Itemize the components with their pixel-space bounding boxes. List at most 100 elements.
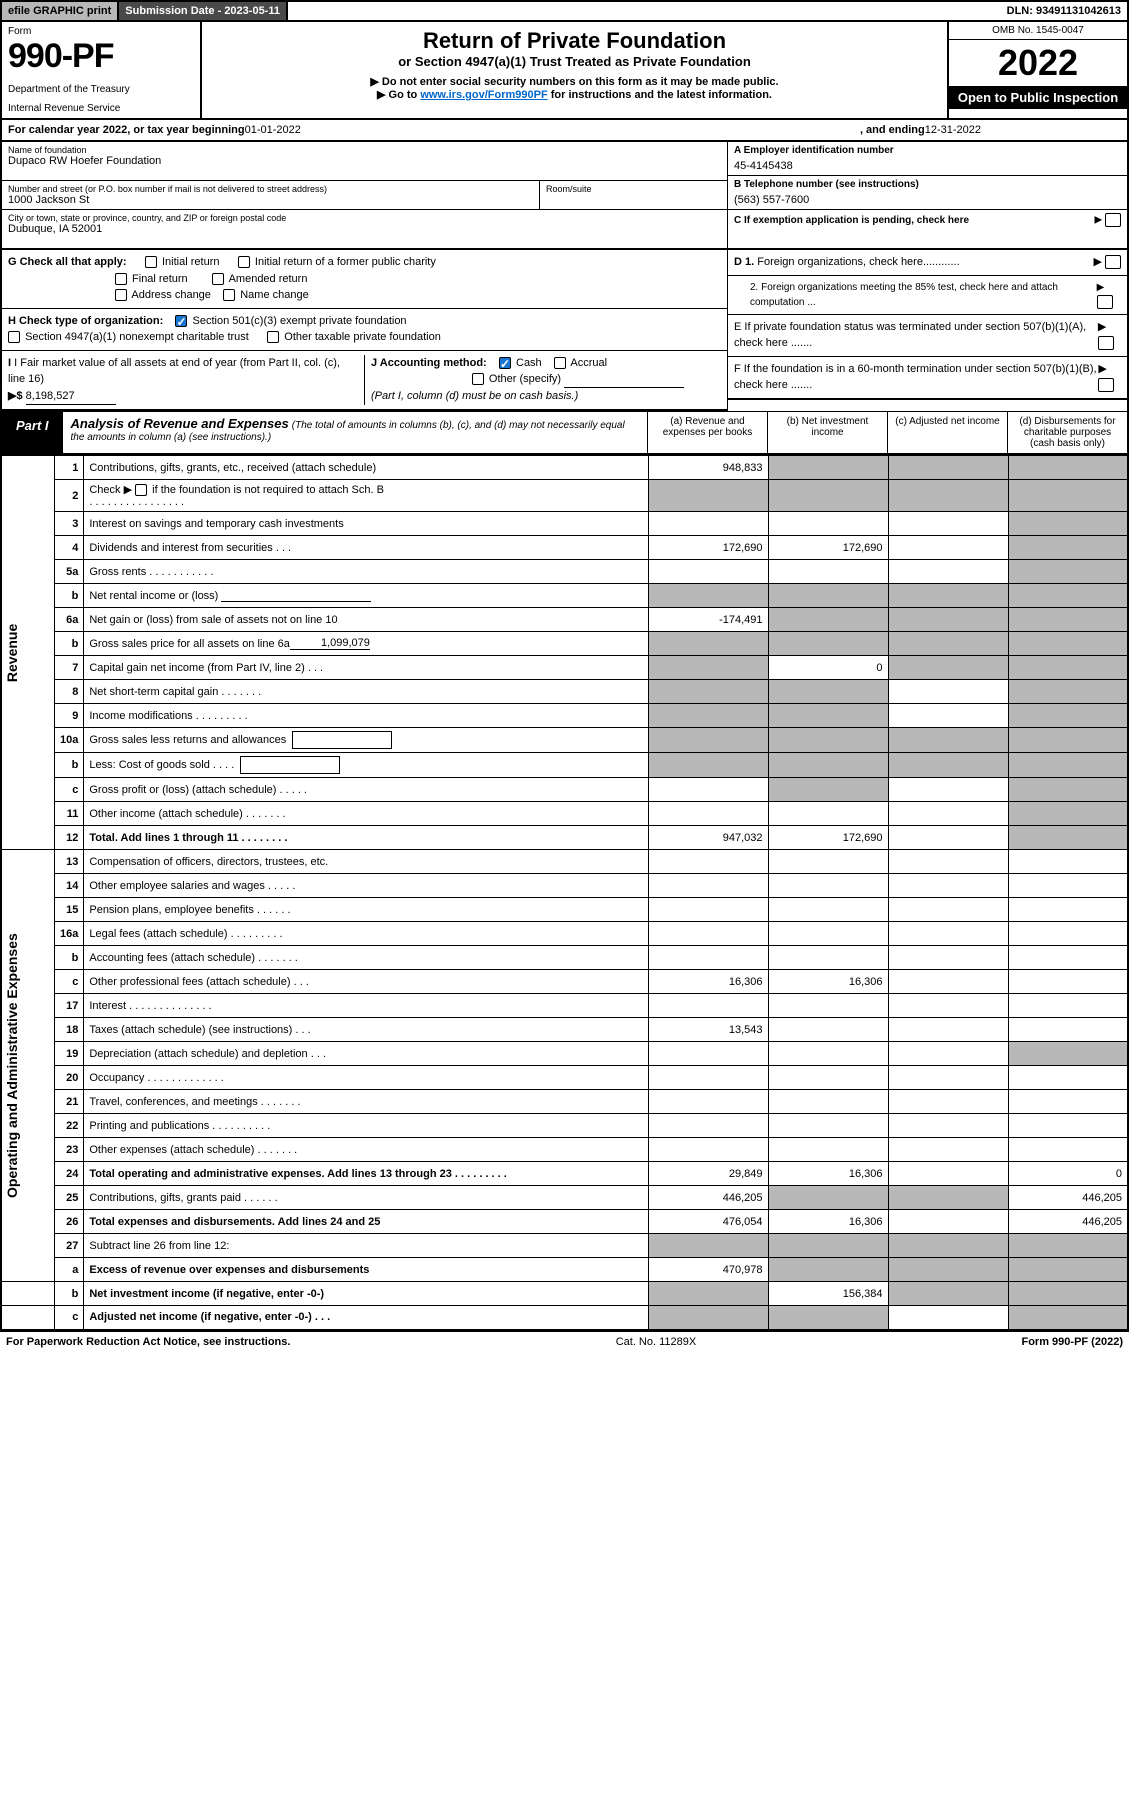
r26-desc: Total expenses and disbursements. Add li…	[84, 1210, 648, 1234]
r11-b	[768, 802, 888, 826]
d2-checkbox[interactable]	[1097, 295, 1113, 309]
j-cash-checkbox[interactable]	[499, 357, 511, 369]
g-final-checkbox[interactable]	[115, 273, 127, 285]
r6b-val: 1,099,079	[290, 637, 370, 650]
r7-d	[1008, 656, 1128, 680]
r10a-d	[1008, 728, 1128, 753]
r13-b	[768, 850, 888, 874]
g-name-checkbox[interactable]	[223, 289, 235, 301]
r27a-c	[888, 1258, 1008, 1282]
h-501c3-checkbox[interactable]	[175, 315, 187, 327]
r27c-text: Adjusted net income (if negative, enter …	[89, 1311, 330, 1323]
j-other-checkbox[interactable]	[472, 373, 484, 385]
r27-b	[768, 1234, 888, 1258]
r27-d	[1008, 1234, 1128, 1258]
g-initial-former-checkbox[interactable]	[238, 256, 250, 268]
r10b-desc: Less: Cost of goods sold . . . .	[84, 753, 648, 778]
e-checkbox[interactable]	[1098, 336, 1114, 350]
footer-right: Form 990-PF (2022)	[1021, 1336, 1123, 1348]
tax-year: 2022	[949, 40, 1127, 86]
r2-c	[888, 480, 1008, 512]
f-label: F If the foundation is in a 60-month ter…	[734, 361, 1098, 394]
irs-link[interactable]: www.irs.gov/Form990PF	[420, 89, 547, 101]
r19-b	[768, 1042, 888, 1066]
r23-desc: Other expenses (attach schedule) . . . .…	[84, 1138, 648, 1162]
c-label: C If exemption application is pending, c…	[734, 215, 969, 226]
f-checkbox[interactable]	[1098, 378, 1114, 392]
city-value: Dubuque, IA 52001	[8, 223, 721, 235]
r9-b	[768, 704, 888, 728]
r25-a: 446,205	[648, 1186, 768, 1210]
r27b-d	[1008, 1282, 1128, 1306]
col-a-header: (a) Revenue and expenses per books	[647, 412, 767, 453]
e-row: E If private foundation status was termi…	[728, 315, 1127, 357]
r26-num: 26	[55, 1210, 84, 1234]
r1-c	[888, 456, 1008, 480]
r16b-b	[768, 946, 888, 970]
h-4947-checkbox[interactable]	[8, 331, 20, 343]
r4-desc: Dividends and interest from securities .…	[84, 536, 648, 560]
r16c-d	[1008, 970, 1128, 994]
form-number: 990-PF	[8, 37, 194, 76]
j-accrual-checkbox[interactable]	[554, 357, 566, 369]
r13-desc: Compensation of officers, directors, tru…	[84, 850, 648, 874]
r16b-num: b	[55, 946, 84, 970]
r16c-a: 16,306	[648, 970, 768, 994]
r22-d	[1008, 1114, 1128, 1138]
r12-num: 12	[55, 826, 84, 850]
submission-date: Submission Date - 2023-05-11	[119, 2, 288, 20]
goto-post: for instructions and the latest informat…	[548, 89, 772, 101]
r27c-num: c	[55, 1306, 84, 1330]
r7-a	[648, 656, 768, 680]
r24-a: 29,849	[648, 1162, 768, 1186]
r5b-text: Net rental income or (loss)	[89, 590, 218, 602]
r8-desc: Net short-term capital gain . . . . . . …	[84, 680, 648, 704]
r13-num: 13	[55, 850, 84, 874]
city-cell: City or town, state or province, country…	[2, 210, 727, 248]
r26-a: 476,054	[648, 1210, 768, 1234]
r2-checkbox[interactable]	[135, 484, 147, 496]
r21-desc: Travel, conferences, and meetings . . . …	[84, 1090, 648, 1114]
r15-num: 15	[55, 898, 84, 922]
r24-b: 16,306	[768, 1162, 888, 1186]
r2-post: if the foundation is not required to att…	[149, 484, 384, 496]
r18-c	[888, 1018, 1008, 1042]
j-o1: Cash	[516, 357, 542, 369]
open-public: Open to Public Inspection	[949, 86, 1127, 109]
c-checkbox[interactable]	[1105, 213, 1121, 227]
r10a-num: 10a	[55, 728, 84, 753]
r11-d	[1008, 802, 1128, 826]
expenses-label: Operating and Administrative Expenses	[2, 850, 22, 1281]
ein-value: 45-4145438	[734, 160, 1121, 172]
r3-desc: Interest on savings and temporary cash i…	[84, 512, 648, 536]
r10a-desc: Gross sales less returns and allowances	[84, 728, 648, 753]
h-other-checkbox[interactable]	[267, 331, 279, 343]
i-label: I Fair market value of all assets at end…	[8, 357, 340, 386]
phone-cell: B Telephone number (see instructions) (5…	[728, 176, 1127, 210]
r9-num: 9	[55, 704, 84, 728]
r13-c	[888, 850, 1008, 874]
h-row: H Check type of organization: Section 50…	[2, 309, 727, 351]
r2-b	[768, 480, 888, 512]
r5a-a	[648, 560, 768, 584]
d1-checkbox[interactable]	[1105, 255, 1121, 269]
g-address-checkbox[interactable]	[115, 289, 127, 301]
g-initial-checkbox[interactable]	[145, 256, 157, 268]
r5b-d	[1008, 584, 1128, 608]
form-header: Form 990-PF Department of the Treasury I…	[0, 22, 1129, 120]
r23-d	[1008, 1138, 1128, 1162]
r6b-d	[1008, 632, 1128, 656]
r6a-a: -174,491	[648, 608, 768, 632]
r27c-desc: Adjusted net income (if negative, enter …	[84, 1306, 648, 1330]
r20-desc: Occupancy . . . . . . . . . . . . .	[84, 1066, 648, 1090]
part1-desc: Analysis of Revenue and Expenses (The to…	[63, 412, 647, 453]
r7-c	[888, 656, 1008, 680]
r16c-num: c	[55, 970, 84, 994]
g-amended-checkbox[interactable]	[212, 273, 224, 285]
r11-c	[888, 802, 1008, 826]
r14-c	[888, 874, 1008, 898]
r10b-d	[1008, 753, 1128, 778]
r22-b	[768, 1114, 888, 1138]
r2-pre: Check ▶	[89, 484, 135, 496]
g-label: G Check all that apply:	[8, 256, 127, 268]
